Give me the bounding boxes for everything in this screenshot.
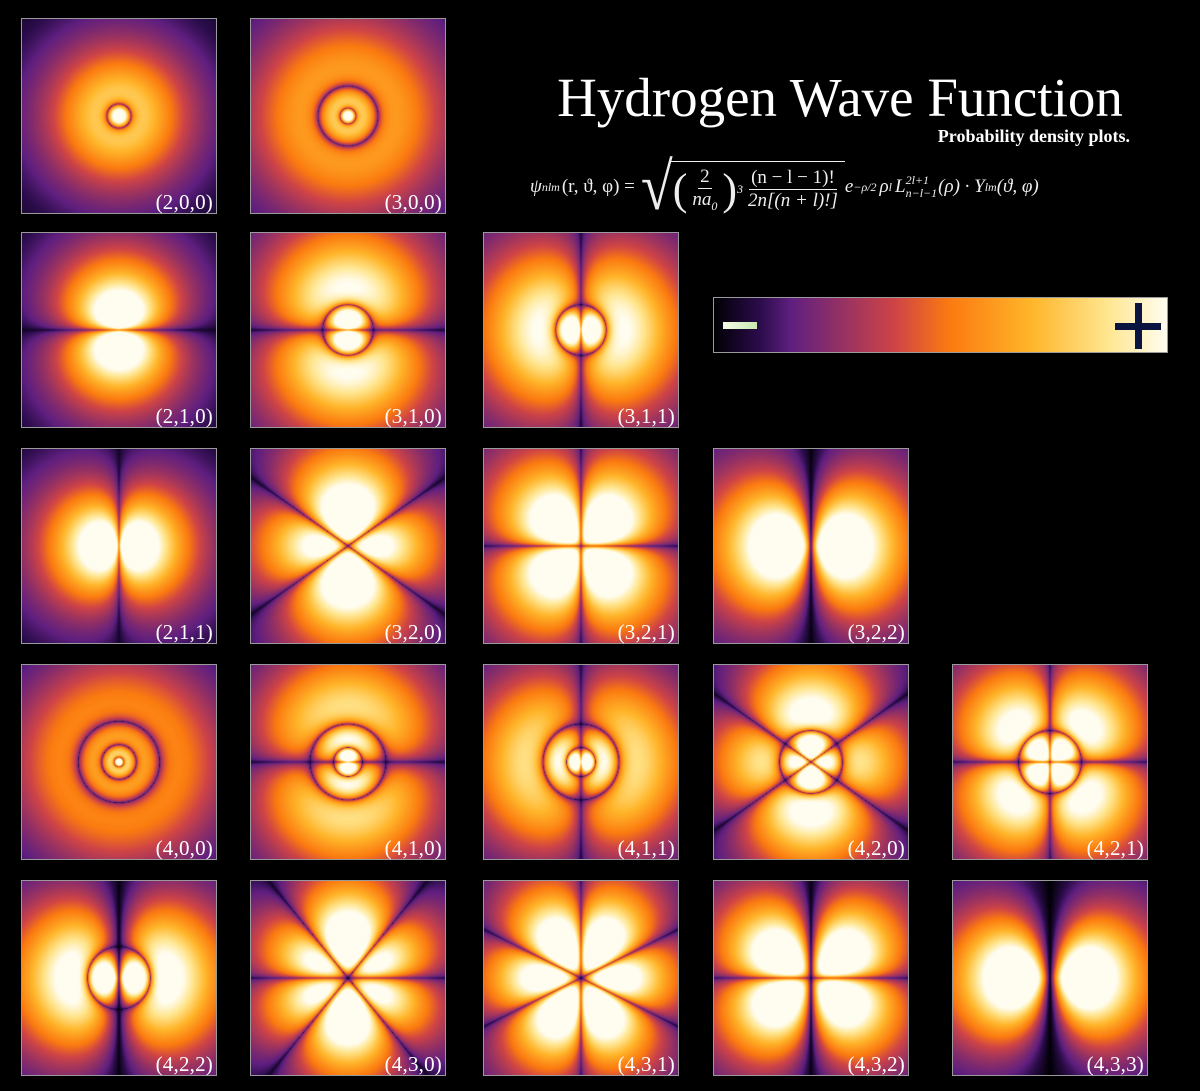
probability-density-plot xyxy=(22,665,216,859)
factorial-numerator: (n − l − 1)! xyxy=(749,167,837,190)
quantum-numbers-label: (3,1,1) xyxy=(617,404,675,428)
orbital-panel: (3,2,0) xyxy=(250,448,446,644)
sqrt-symbol: √ xyxy=(640,149,673,224)
probability-density-plot xyxy=(251,449,445,643)
a0-subscript: 0 xyxy=(711,198,718,213)
formula-fraction-2-na0: 2 na0 xyxy=(690,166,719,214)
formula-exp: e xyxy=(844,176,854,197)
probability-density-plot xyxy=(251,19,445,213)
quantum-numbers-label: (4,1,1) xyxy=(617,836,675,860)
wave-function-formula: ψ nlm (r, ϑ, φ) = √ ( 2 na0 ) 3 (n − l − 1… xyxy=(530,152,1039,222)
quantum-numbers-label: (3,0,0) xyxy=(384,190,442,214)
quantum-numbers-label: (4,3,0) xyxy=(384,1052,442,1076)
colorbar xyxy=(713,297,1168,353)
formula-laguerre: L xyxy=(895,176,906,197)
quantum-numbers-label: (3,2,0) xyxy=(384,620,442,644)
quantum-numbers-label: (4,3,1) xyxy=(617,1052,675,1076)
laguerre-subscript: n−l−1 xyxy=(905,186,938,200)
quantum-numbers-label: (2,1,1) xyxy=(155,620,213,644)
left-paren: ( xyxy=(672,164,688,214)
probability-density-plot xyxy=(22,449,216,643)
orbital-panel: (2,0,0) xyxy=(21,18,217,214)
probability-density-plot xyxy=(714,449,908,643)
orbital-panel: (4,3,0) xyxy=(250,880,446,1076)
probability-density-plot xyxy=(484,449,678,643)
probability-density-plot xyxy=(251,881,445,1075)
orbital-panel: (3,2,2) xyxy=(713,448,909,644)
orbital-panel: (4,3,2) xyxy=(713,880,909,1076)
right-paren: ) xyxy=(722,164,738,214)
orbital-panel: (4,0,0) xyxy=(21,664,217,860)
orbital-panel: (3,0,0) xyxy=(250,18,446,214)
orbital-panel: (4,3,3) xyxy=(952,880,1148,1076)
cube-exponent: 3 xyxy=(737,182,744,196)
plus-icon xyxy=(1115,303,1161,349)
formula-psi: ψ xyxy=(530,176,542,197)
quantum-numbers-label: (4,3,2) xyxy=(847,1052,905,1076)
orbital-panel: (4,2,1) xyxy=(952,664,1148,860)
orbital-panel: (3,1,1) xyxy=(483,232,679,428)
figure-title: Hydrogen Wave Function xyxy=(557,67,1123,128)
quantum-numbers-label: (3,2,1) xyxy=(617,620,675,644)
formula-fraction-factorials: (n − l − 1)! 2n[(n + l)!] xyxy=(746,167,840,212)
a-symbol: a xyxy=(701,188,712,210)
quantum-numbers-label: (4,1,0) xyxy=(384,836,442,860)
probability-density-plot xyxy=(484,233,678,427)
probability-density-plot xyxy=(484,665,678,859)
orbital-panel: (4,1,1) xyxy=(483,664,679,860)
probability-density-plot xyxy=(251,233,445,427)
quantum-numbers-label: (4,2,0) xyxy=(847,836,905,860)
minus-icon xyxy=(723,322,757,329)
orbital-panel: (4,1,0) xyxy=(250,664,446,860)
figure-subtitle: Probability density plots. xyxy=(937,126,1130,146)
laguerre-superscript: 2l+1 xyxy=(905,172,930,187)
fraction-denominator: na0 xyxy=(690,189,719,214)
fraction-numerator: 2 xyxy=(698,165,712,189)
quantum-numbers-label: (3,2,2) xyxy=(847,620,905,644)
orbital-panel: (4,2,2) xyxy=(21,880,217,1076)
formula-lhs-args: (r, ϑ, φ) = xyxy=(561,176,635,197)
probability-density-plot xyxy=(714,665,908,859)
n-symbol: n xyxy=(692,188,702,210)
orbital-panel: (3,2,1) xyxy=(483,448,679,644)
formula-psi-subscript: nlm xyxy=(541,179,560,194)
orbital-panel: (4,2,0) xyxy=(713,664,909,860)
formula-rho: ρ xyxy=(879,176,889,197)
probability-density-plot xyxy=(22,881,216,1075)
orbital-panel: (3,1,0) xyxy=(250,232,446,428)
orbital-panel: (2,1,0) xyxy=(21,232,217,428)
probability-density-plot xyxy=(953,665,1147,859)
formula-exp-sup: −ρ/2 xyxy=(853,179,877,194)
quantum-numbers-label: (3,1,0) xyxy=(384,404,442,428)
quantum-numbers-label: (2,0,0) xyxy=(155,190,213,214)
probability-density-plot xyxy=(251,665,445,859)
quantum-numbers-label: (4,2,1) xyxy=(1086,836,1144,860)
formula-y-args: (ϑ, φ) xyxy=(996,176,1039,197)
formula-laguerre-arg: (ρ) · Y xyxy=(938,176,985,197)
quantum-numbers-label: (2,1,0) xyxy=(155,404,213,428)
formula-y-subscript: lm xyxy=(984,179,997,194)
quantum-numbers-label: (4,3,3) xyxy=(1086,1052,1144,1076)
probability-density-plot xyxy=(22,19,216,213)
quantum-numbers-label: (4,2,2) xyxy=(155,1052,213,1076)
factorial-denominator: 2n[(n + l)!] xyxy=(748,190,838,211)
orbital-panel: (2,1,1) xyxy=(21,448,217,644)
laguerre-indices: 2l+1 n−l−1 xyxy=(905,172,938,200)
probability-density-plot xyxy=(484,881,678,1075)
orbital-panel: (4,3,1) xyxy=(483,880,679,1076)
probability-density-plot xyxy=(22,233,216,427)
quantum-numbers-label: (4,0,0) xyxy=(155,836,213,860)
formula-rho-sup: l xyxy=(888,179,893,194)
probability-density-plot xyxy=(714,881,908,1075)
probability-density-plot xyxy=(953,881,1147,1075)
formula-sqrt-body: ( 2 na0 ) 3 (n − l − 1)! 2n[(n + l)!] xyxy=(670,160,845,214)
